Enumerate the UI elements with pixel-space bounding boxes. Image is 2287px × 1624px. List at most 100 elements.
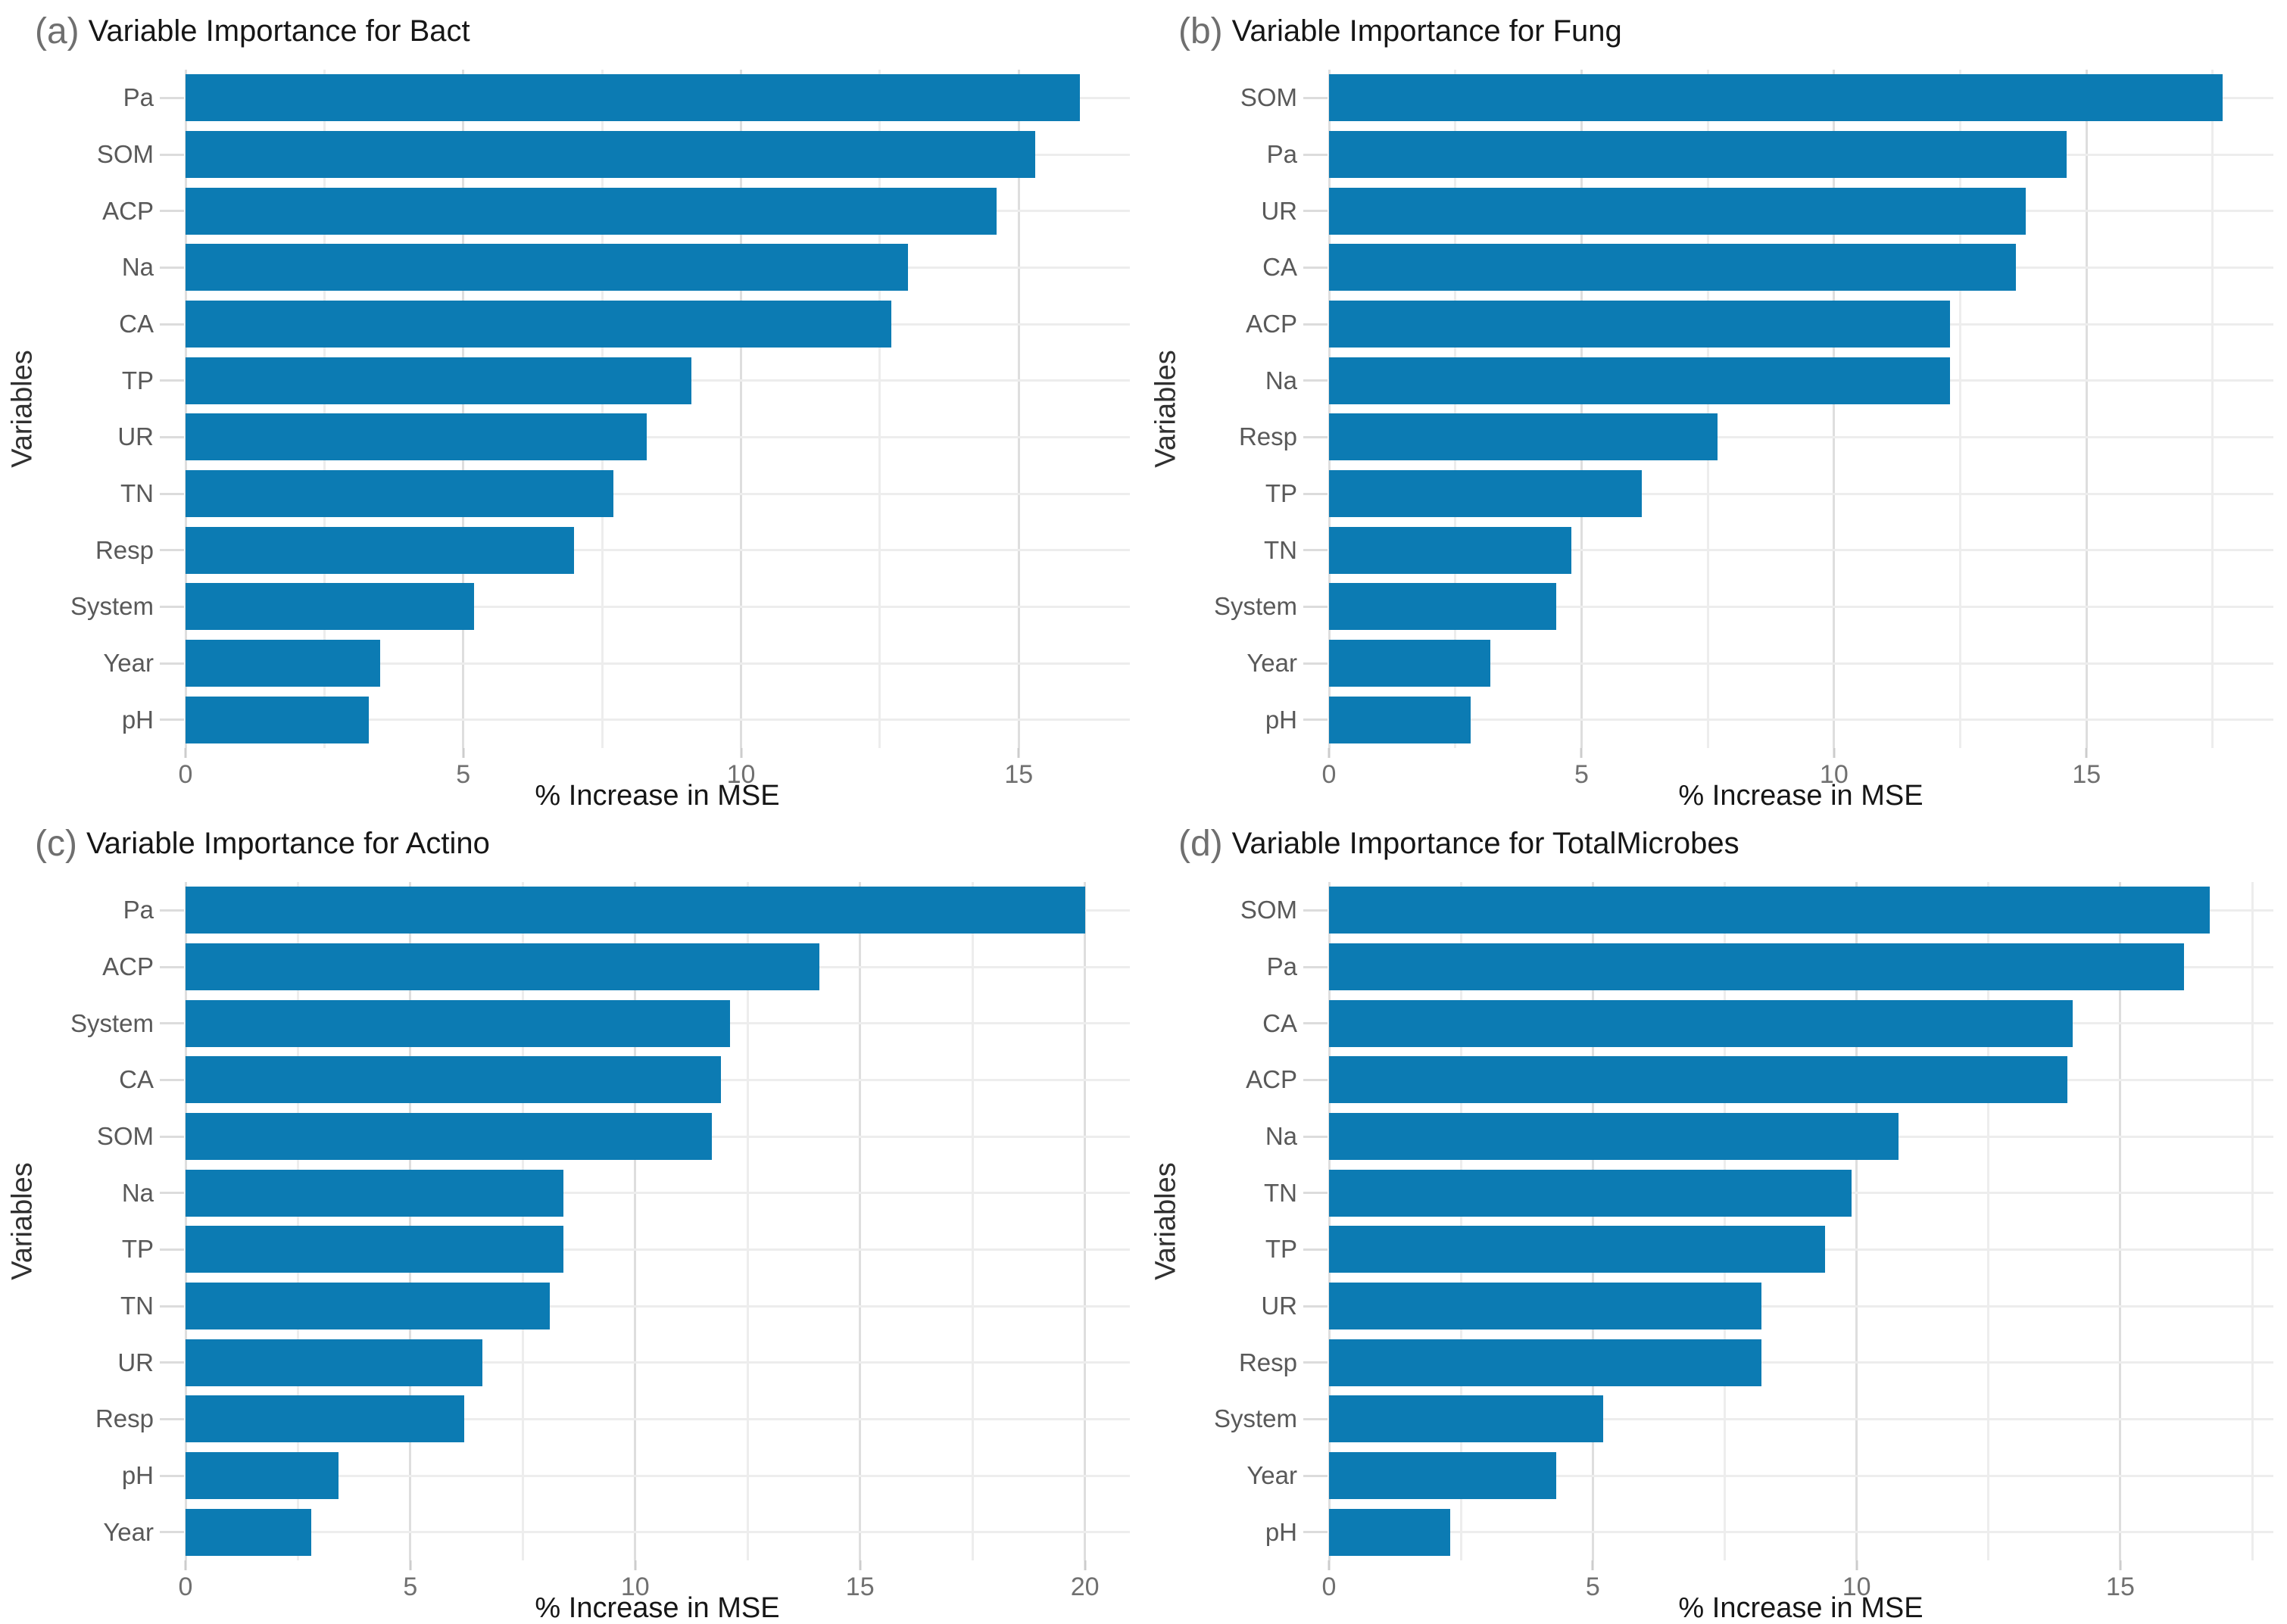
panel-c: (c) Variable Importance for Actino Varia… (0, 812, 1144, 1624)
major-gridline (1580, 70, 1583, 748)
y-tick-mark (160, 379, 184, 382)
x-tick-mark (462, 748, 465, 758)
minor-gridline (521, 882, 524, 1560)
category-label: Pa (123, 896, 154, 924)
major-gridline (1328, 70, 1331, 748)
major-gridline (184, 882, 187, 1560)
category-label: CA (119, 1065, 154, 1094)
bar-ca (1329, 999, 2073, 1047)
y-tick-mark (1303, 1135, 1328, 1138)
row-gridline (186, 435, 1130, 438)
x-tick-label: 15 (2072, 760, 2101, 789)
x-tick-mark (1084, 1560, 1087, 1570)
major-gridline (1591, 882, 1594, 1560)
panel-a-plot-area: Pa SOM ACP Na CA TP UR TN Resp System Year pH 0 5 10 15 (70, 70, 1130, 789)
x-tick-label: 15 (1004, 760, 1034, 789)
y-tick-mark (160, 909, 184, 912)
category-label: ACP (102, 952, 154, 980)
y-tick-mark (160, 965, 184, 968)
bar-acp (1329, 301, 1951, 348)
panel-c-header: (c) Variable Importance for Actino (35, 823, 490, 865)
minor-gridline (2211, 70, 2214, 748)
y-tick-mark (1303, 965, 1328, 968)
category-label: SOM (1240, 83, 1297, 112)
bar-year (1329, 1452, 1556, 1499)
y-tick-mark (1303, 96, 1328, 99)
x-tick-mark (184, 1560, 187, 1570)
category-label: TN (1264, 1178, 1297, 1207)
y-tick-mark (160, 153, 184, 156)
bar-ur (1329, 1283, 1762, 1329)
category-label: Pa (1266, 140, 1297, 168)
panel-c-x-axis-title: % Increase in MSE (535, 1592, 780, 1624)
category-label: TP (121, 1235, 154, 1264)
y-tick-mark (1303, 1361, 1328, 1364)
row-gridline (186, 662, 1130, 665)
major-gridline (740, 70, 743, 748)
row-gridline (1329, 1361, 2273, 1364)
panel-d-header: (d) Variable Importance for TotalMicrobe… (1178, 823, 1739, 865)
panel-c-plot-area: Pa ACP System CA SOM Na TP TN UR Resp pH Year 0 5 10 15… (70, 882, 1130, 1601)
panel-a: (a) Variable Importance for Bact Variabl… (0, 0, 1144, 812)
y-tick-mark (160, 549, 184, 552)
y-tick-mark (1303, 662, 1328, 665)
bar-ph (1329, 696, 1471, 743)
category-label: TN (120, 1292, 154, 1320)
x-tick-label: 10 (1842, 1573, 1871, 1601)
row-gridline (186, 1248, 1130, 1251)
bar-som (186, 1113, 712, 1160)
y-tick-mark (1303, 909, 1328, 912)
row-gridline (1329, 549, 2273, 552)
y-tick-mark (160, 718, 184, 722)
bar-som (1329, 887, 2211, 934)
row-gridline (1329, 1474, 2273, 1477)
bar-tp (186, 357, 691, 404)
y-tick-mark (1303, 266, 1328, 269)
bar-ca (1329, 244, 2016, 291)
bar-year (186, 640, 380, 687)
category-label: SOM (1240, 896, 1297, 924)
bar-acp (186, 187, 997, 235)
y-tick-mark (160, 323, 184, 326)
x-tick-mark (1855, 1560, 1858, 1570)
x-tick-mark (1328, 1560, 1331, 1570)
x-tick-label: 0 (178, 760, 193, 789)
y-tick-mark (1303, 718, 1328, 722)
y-tick-mark (1303, 323, 1328, 326)
category-label: Pa (123, 83, 154, 112)
x-tick-mark (1580, 748, 1583, 758)
y-tick-mark (1303, 210, 1328, 213)
minor-gridline (2251, 882, 2254, 1560)
minor-gridline (1987, 882, 1990, 1560)
x-tick-label: 10 (726, 760, 756, 789)
y-tick-mark (1303, 1248, 1328, 1251)
category-label: CA (119, 310, 154, 338)
panel-d-title: Variable Importance for TotalMicrobes (1231, 827, 1739, 860)
bar-tn (1329, 526, 1572, 574)
panel-d-tag: (d) (1178, 824, 1223, 864)
y-tick-mark (1303, 1192, 1328, 1195)
major-gridline (1833, 70, 1836, 748)
bar-tn (1329, 1169, 1852, 1217)
y-tick-mark (1303, 1022, 1328, 1025)
panel-c-title: Variable Importance for Actino (86, 827, 490, 860)
y-tick-mark (160, 1531, 184, 1534)
panel-d-plot-area: SOM Pa CA ACP Na TN TP UR Resp System Year pH 0 5 10 15 (1214, 882, 2273, 1601)
bar-resp (1329, 1339, 1762, 1386)
category-label: Year (103, 649, 154, 677)
major-gridline (2085, 70, 2088, 748)
category-label: System (70, 592, 154, 621)
panel-c-tag: (c) (35, 824, 77, 864)
category-label: UR (117, 1348, 154, 1376)
major-gridline (462, 70, 465, 748)
row-gridline (186, 549, 1130, 552)
y-tick-mark (1303, 492, 1328, 495)
category-label: Year (1246, 649, 1297, 677)
panel-c-y-axis-title: Variables (6, 1162, 39, 1280)
panel-b-header: (b) Variable Importance for Fung (1178, 11, 1622, 52)
bar-na (186, 1169, 563, 1217)
minor-gridline (1454, 70, 1457, 748)
panel-a-header: (a) Variable Importance for Bact (35, 11, 470, 52)
bar-resp (1329, 413, 1718, 461)
bar-resp (186, 1395, 465, 1443)
